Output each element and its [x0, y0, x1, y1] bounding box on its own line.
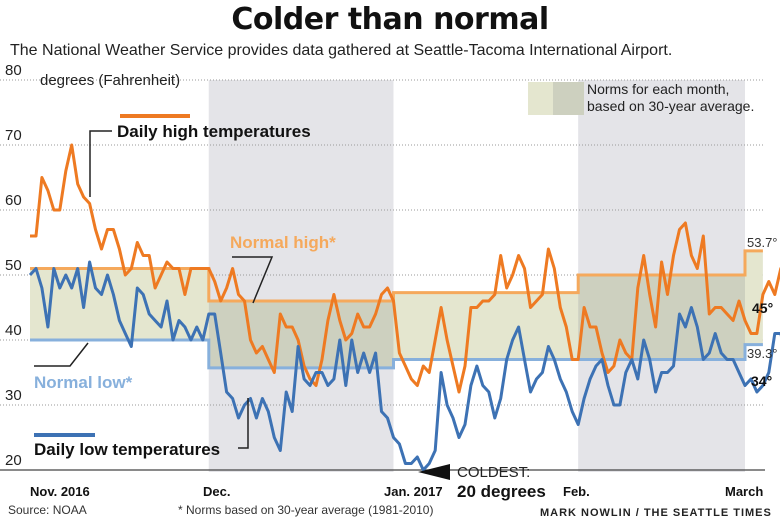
x-tick-label: Feb. — [563, 484, 590, 499]
normal-low-label: Normal low* — [34, 373, 133, 392]
coldest-label-line1: COLDEST: — [457, 464, 530, 481]
norm-legend-swatch-dark — [553, 82, 584, 115]
page-title: Colder than normal — [231, 2, 549, 37]
norms-footnote: * Norms based on 30-year average (1981-2… — [178, 503, 433, 517]
coldest-pointer — [418, 464, 450, 480]
normal-high-callout-line — [232, 256, 274, 304]
y-tick-label: 40 — [5, 322, 22, 339]
norm-legend-line2: based on 30-year average. — [587, 98, 754, 114]
source-label: Source: NOAA — [8, 503, 87, 517]
end-normal-low-label: 39.3° — [747, 346, 778, 361]
daily-low-label: Daily low temperatures — [34, 440, 220, 459]
y-tick-label: 60 — [5, 192, 22, 209]
y-tick-label: 30 — [5, 387, 22, 404]
daily-low-line — [28, 260, 780, 472]
daily-high-line — [30, 143, 780, 394]
y-tick-label: 50 — [5, 257, 22, 274]
credit-label: MARK NOWLIN / THE SEATTLE TIMES — [540, 507, 772, 519]
normal-low-line — [30, 338, 763, 370]
norm-band-segment — [745, 250, 763, 345]
daily-high-label: Daily high temperatures — [117, 122, 311, 141]
x-tick-label: Dec. — [203, 484, 230, 499]
low-callout-line — [238, 398, 249, 449]
y-tick-label: 80 — [5, 62, 22, 79]
y-axis-label: degrees (Fahrenheit) — [40, 72, 180, 89]
end-low-label: 34° — [751, 373, 772, 389]
norm-band-segment — [578, 275, 745, 360]
norm-legend-line1: Norms for each month, — [587, 81, 729, 97]
norm-band-segment — [30, 268, 209, 340]
normal-low-callout-line — [34, 342, 89, 367]
normal-high-label: Normal high* — [230, 233, 336, 252]
x-tick-label: Jan. 2017 — [384, 484, 443, 499]
end-high-label: 45° — [752, 300, 773, 316]
coldest-label-line2: 20 degrees — [457, 482, 546, 501]
x-tick-label: Nov. 2016 — [30, 484, 90, 499]
high-callout-line — [89, 130, 112, 197]
shaded-month-0 — [208, 80, 394, 472]
end-normal-high-label: 53.7° — [747, 235, 778, 250]
normal-high-line — [30, 249, 763, 303]
y-tick-label: 20 — [5, 452, 22, 469]
x-tick-label: March — [725, 484, 763, 499]
page-subtitle: The National Weather Service provides da… — [10, 42, 673, 59]
y-tick-label: 70 — [5, 127, 22, 144]
